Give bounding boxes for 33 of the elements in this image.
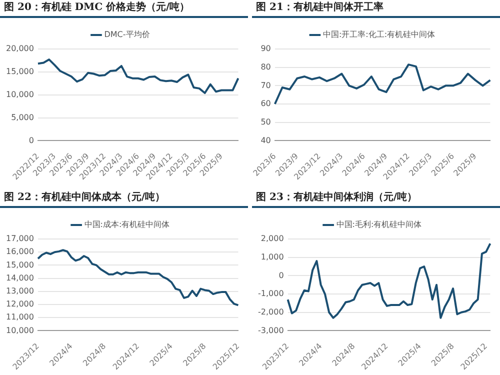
y-tick-label: 60 <box>260 99 271 108</box>
y-tick-label: 16,000 <box>6 246 34 256</box>
y-tick-label: 13,000 <box>6 286 34 295</box>
legend-label: 中国:毛利:有机硅中间体 <box>336 220 422 229</box>
y-tick-label: -3,000 <box>258 325 284 334</box>
y-tick-label: 20,000 <box>6 44 34 54</box>
y-tick-label: 0 <box>278 270 284 280</box>
legend-label: 中国:成本:有机硅中间体 <box>84 220 170 229</box>
y-tick-label: 40 <box>260 136 271 145</box>
y-tick-label: 15,000 <box>6 67 34 76</box>
y-tick-label: 5,000 <box>11 112 34 122</box>
chart-title: 图 21：有机硅中间体开工率 <box>252 0 500 18</box>
y-tick-label: 70 <box>260 80 271 90</box>
y-tick-label: 17,000 <box>6 234 34 243</box>
chart-title: 图 20：有机硅 DMC 价格走势（元/吨） <box>0 0 248 18</box>
y-tick-label: 12,000 <box>6 299 34 308</box>
y-tick-label: 15,000 <box>6 260 34 269</box>
y-tick-label: 2,000 <box>260 234 284 243</box>
legend-label: 中国:开工率:化工:有机硅中间体 <box>322 30 436 40</box>
y-tick-label: 80 <box>260 62 271 72</box>
y-tick-label: 14,000 <box>6 272 34 282</box>
y-tick-label: -1,000 <box>258 288 284 298</box>
chart-title: 图 23：有机硅中间体利润（元/吨） <box>252 190 500 208</box>
chart-title: 图 22：有机硅中间体成本（元/吨） <box>0 190 248 208</box>
y-tick-label: 11,000 <box>6 312 34 322</box>
y-tick-label: 90 <box>260 44 271 54</box>
legend-label: DMC-平均价 <box>104 30 150 40</box>
y-tick-label: 10,000 <box>6 90 34 99</box>
y-tick-label: 50 <box>260 117 271 126</box>
y-tick-label: -2,000 <box>258 306 284 316</box>
y-tick-label: 0 <box>28 136 34 145</box>
y-tick-label: 10,000 <box>6 325 34 334</box>
y-tick-label: 1,000 <box>260 252 284 261</box>
